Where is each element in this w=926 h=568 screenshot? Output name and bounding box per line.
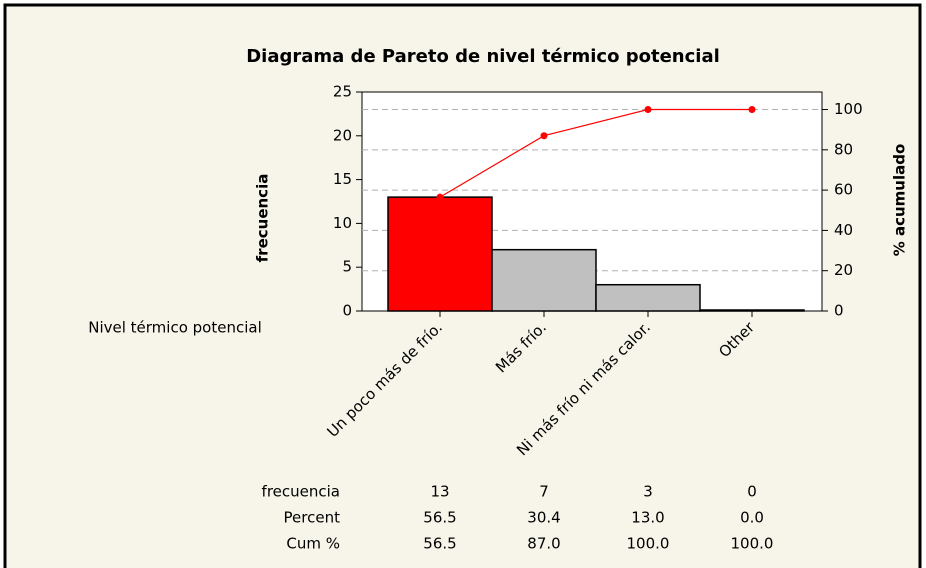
cumulative-point xyxy=(748,106,756,114)
y2-tick-label: 80 xyxy=(834,140,853,158)
y-tick-label: 20 xyxy=(333,126,352,144)
bar xyxy=(595,283,701,312)
y-tick-label: 15 xyxy=(333,170,352,188)
x-axis-label: Nivel térmico potencial xyxy=(88,319,262,337)
y2-axis-label: % acumulado xyxy=(891,144,909,257)
cumulative-point xyxy=(540,132,548,140)
table-cell: 100.0 xyxy=(731,535,774,553)
y-axis-label: frecuencia xyxy=(254,174,272,263)
table-cell: 7 xyxy=(539,483,549,501)
table-cell: 0 xyxy=(747,483,757,501)
y2-tick-label: 60 xyxy=(834,181,853,199)
cumulative-line xyxy=(439,108,752,198)
cumulative-point xyxy=(644,106,652,114)
table-cell: 0.0 xyxy=(740,509,764,527)
y-tick-label: 5 xyxy=(342,258,352,276)
table-row-label: Percent xyxy=(284,509,341,527)
y2-tick-label: 20 xyxy=(834,261,853,279)
y-tick-label: 25 xyxy=(333,83,352,101)
y-tick-label: 0 xyxy=(342,302,352,320)
y2-tick-label: 0 xyxy=(834,302,844,320)
bar xyxy=(387,196,493,312)
y2-tick-label: 100 xyxy=(834,100,863,118)
table-cell: 13 xyxy=(430,483,449,501)
table-cell: 3 xyxy=(643,483,653,501)
table-cell: 100.0 xyxy=(627,535,670,553)
table-cell: 30.4 xyxy=(527,509,560,527)
table-cell: 13.0 xyxy=(631,509,664,527)
bar xyxy=(699,309,805,312)
table-cell: 56.5 xyxy=(423,535,456,553)
chart-title: Diagrama de Pareto de nivel térmico pote… xyxy=(246,46,720,67)
table-row-label: Cum % xyxy=(286,535,340,553)
y-tick-label: 10 xyxy=(333,214,352,232)
table-cell: 56.5 xyxy=(423,509,456,527)
bar xyxy=(491,248,597,312)
table-row-label: frecuencia xyxy=(262,483,340,501)
cumulative-point xyxy=(436,193,444,201)
table-cell: 87.0 xyxy=(527,535,560,553)
y2-tick-label: 40 xyxy=(834,221,853,239)
